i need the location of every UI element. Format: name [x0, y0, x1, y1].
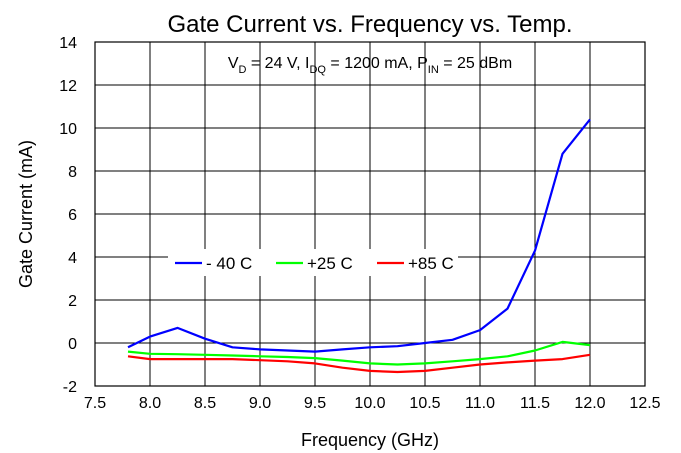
x-tick-label: 11.0 [465, 395, 495, 412]
annotation-text: = 1200 mA, P [326, 55, 428, 72]
y-tick-label: 12 [59, 78, 77, 95]
annotation-text: = 24 V, I [246, 55, 309, 72]
legend-label-3: +85 C [408, 254, 454, 273]
x-tick-label: 9.5 [304, 395, 326, 412]
series-line-2 [127, 340, 591, 366]
y-tick-label: 14 [59, 35, 77, 52]
gridlines [95, 42, 645, 386]
x-axis-title: Frequency (GHz) [301, 430, 439, 450]
x-tick-label: 8.5 [194, 395, 216, 412]
chart-title: Gate Current vs. Frequency vs. Temp. [167, 11, 572, 38]
x-axis-ticks: 7.5 8.0 8.5 9.0 9.5 10.0 10.5 11.0 11.5 12.0 12.5 [84, 395, 661, 412]
x-tick-label: 12.5 [629, 395, 660, 412]
y-tick-label: 6 [68, 207, 77, 224]
series-lines [127, 118, 591, 374]
y-axis-title: Gate Current (mA) [16, 140, 36, 288]
y-tick-label: 4 [68, 250, 77, 267]
test-conditions-annotation: VD = 24 V, IDQ = 1200 mA, PIN = 25 dBm [228, 55, 512, 76]
y-tick-label: -2 [63, 379, 77, 396]
annotation-subscript: D [238, 64, 246, 76]
x-tick-label: 10.0 [354, 395, 385, 412]
annotation-subscript: DQ [309, 64, 326, 76]
y-tick-label: 2 [68, 293, 77, 310]
x-tick-label: 12.0 [574, 395, 605, 412]
legend-label-2: +25 C [307, 254, 353, 273]
legend: - 40 C +25 C +85 C [168, 249, 458, 276]
y-tick-label: 0 [68, 336, 77, 353]
x-tick-label: 8.0 [139, 395, 161, 412]
legend-label-1: - 40 C [206, 254, 252, 273]
annotation-text: V [228, 55, 239, 72]
y-tick-label: 8 [68, 164, 77, 181]
y-tick-label: 10 [59, 121, 77, 138]
y-axis-ticks: -2 0 2 4 6 8 10 12 14 [59, 35, 77, 396]
x-tick-label: 7.5 [84, 395, 106, 412]
annotation-text: = 25 dBm [439, 55, 512, 72]
plot-frame [94, 41, 646, 387]
x-tick-label: 10.5 [409, 395, 440, 412]
series-line-1 [127, 118, 591, 353]
series-line-3 [127, 353, 591, 374]
x-tick-label: 11.5 [520, 395, 550, 412]
legend-background [168, 249, 458, 276]
annotation-subscript: IN [428, 64, 439, 76]
x-tick-label: 9.0 [249, 395, 271, 412]
